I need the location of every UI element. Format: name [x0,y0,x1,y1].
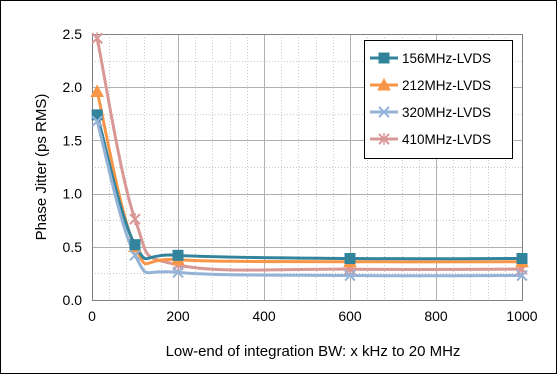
marker-stroke [344,269,356,282]
minor-gridlines [92,34,522,300]
series-markers [90,32,529,282]
data-point [129,249,141,262]
legend-swatch-marker [378,52,390,64]
x-tick-label: 400 [252,308,276,324]
legend: 156MHz-LVDS 212MHz-LVDS 320MHz-LVDS 410MHz-… [364,40,513,159]
y-tick-label: 0.0 [63,292,83,308]
data-point [172,266,184,279]
data-point [90,84,105,97]
x-axis-title: Low-end of integration BW: x kHz to 20 M… [166,343,461,360]
y-tick-label: 1.5 [63,132,83,148]
x-tick-label: 0 [88,308,96,324]
data-point [344,253,356,265]
legend-swatch-marker [377,77,391,91]
series-line-0 [95,113,524,261]
series-lines [95,36,524,278]
x-tick-label: 800 [424,308,448,324]
y-tick-label: 2.5 [63,26,83,42]
series-line-3 [95,36,524,272]
x-axis-ticks: 0 200 400 600 800 1000 [88,308,538,324]
data-point [129,213,141,226]
data-point [91,32,103,45]
marker-stroke [172,266,184,279]
data-point [129,239,141,251]
legend-item: 320MHz-LVDS [370,105,491,120]
data-point [344,269,356,282]
y-axis-title: Phase Jitter (ps RMS) [33,94,50,241]
legend-label: 320MHz-LVDS [402,105,491,120]
marker-stroke [516,269,528,282]
y-tick-label: 2.0 [63,79,83,95]
legend-label: 212MHz-LVDS [402,78,491,93]
marker-stroke [129,249,141,262]
data-point [516,269,528,282]
x-tick-label: 1000 [506,308,537,324]
data-point [516,253,528,265]
legend-label: 410MHz-LVDS [402,132,491,147]
x-tick-label: 600 [338,308,362,324]
marker-stroke [378,106,390,118]
legend-label: 156MHz-LVDS [402,51,491,66]
data-point [91,115,103,127]
y-axis-ticks: 0.0 0.5 1.0 1.5 2.0 2.5 [63,26,83,308]
legend-swatch-marker [378,133,390,145]
plot-border [92,34,523,301]
legend-item: 212MHz-LVDS [370,77,491,93]
legend-swatch-marker [378,106,390,118]
series-line-2 [95,119,524,278]
marker-stroke [91,115,103,127]
y-tick-label: 0.5 [63,239,83,255]
legend-item: 410MHz-LVDS [370,132,491,147]
legend-item: 156MHz-LVDS [370,51,491,66]
data-point [172,249,184,261]
x-tick-label: 200 [166,308,190,324]
y-tick-label: 1.0 [63,186,83,202]
